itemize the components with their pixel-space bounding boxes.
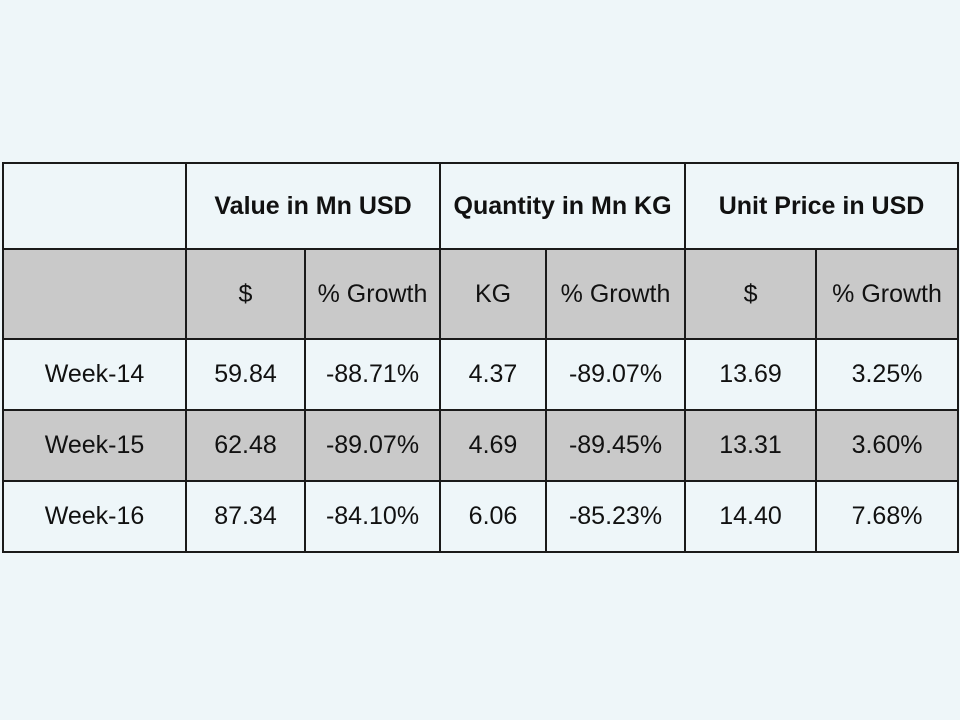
quantity-group-header: Quantity in Mn KG (439, 162, 687, 250)
weekly-trade-table: Value in Mn USD Quantity in Mn KG Unit P… (2, 162, 960, 553)
table-cell: -89.07% (545, 338, 687, 411)
sub-header-cell: % Growth (815, 248, 960, 340)
table-cell: 4.37 (439, 338, 548, 411)
table-cell: -89.45% (545, 409, 687, 482)
value-group-header: Value in Mn USD (184, 162, 442, 250)
table-cell: 14.40 (684, 480, 818, 553)
sub-header-cell: KG (439, 248, 548, 340)
table-cell: 3.60% (815, 409, 960, 482)
table-cell: 7.68% (815, 480, 960, 553)
table-cell: -89.07% (303, 409, 442, 482)
table-row: Week-15 62.48 -89.07% 4.69 -89.45% 13.31… (2, 409, 960, 482)
table-cell: 13.69 (684, 338, 818, 411)
sub-header-cell: $ (185, 248, 306, 340)
sub-header-row: $ % Growth KG % Growth $ % Growth (2, 248, 960, 340)
table-cell: 62.48 (185, 409, 306, 482)
sub-header-cell: $ (684, 248, 818, 340)
corner-cell (2, 162, 187, 250)
table-cell: -84.10% (303, 480, 442, 553)
table-row: Week-16 87.34 -84.10% 6.06 -85.23% 14.40… (2, 480, 960, 553)
table-row: Week-14 59.84 -88.71% 4.37 -89.07% 13.69… (2, 338, 960, 411)
table-cell: 6.06 (439, 480, 548, 553)
table-cell: 13.31 (684, 409, 818, 482)
table-cell: 4.69 (439, 409, 548, 482)
unit-price-group-header: Unit Price in USD (684, 162, 960, 250)
table-cell: 87.34 (185, 480, 306, 553)
week-label: Week-16 (2, 480, 187, 553)
group-header-row: Value in Mn USD Quantity in Mn KG Unit P… (2, 162, 960, 250)
table-cell: -85.23% (545, 480, 687, 553)
sub-header-cell (2, 248, 187, 340)
table-cell: 59.84 (185, 338, 306, 411)
table-cell: -88.71% (303, 338, 442, 411)
week-label: Week-15 (2, 409, 187, 482)
sub-header-cell: % Growth (545, 248, 687, 340)
week-label: Week-14 (2, 338, 187, 411)
table-cell: 3.25% (815, 338, 960, 411)
sub-header-cell: % Growth (303, 248, 442, 340)
